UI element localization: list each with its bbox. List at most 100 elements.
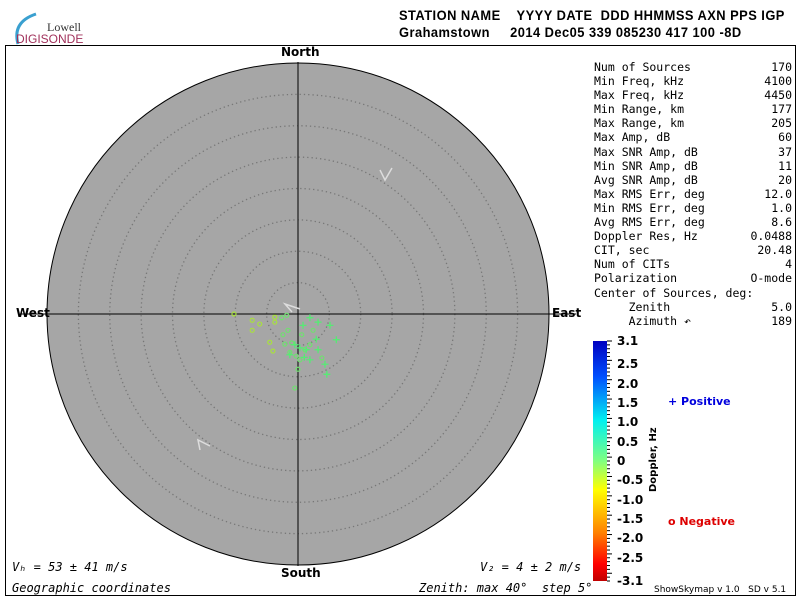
negative-source-point (257, 321, 263, 327)
velocity-arrow (379, 167, 393, 182)
stat-label: Min Range, km (594, 102, 685, 117)
negative-source-point (319, 355, 325, 361)
colorbar-tick-label: -3.1 (617, 574, 644, 588)
stat-value: 1.0 (771, 200, 792, 215)
stat-value: 205 (771, 116, 792, 131)
negative-source-point (249, 327, 255, 333)
stat-row: Max Amp, dB 60 (594, 130, 792, 144)
stat-row: Avg SNR Amp, dB 20 (594, 173, 792, 187)
stat-row: Max Freq, kHz 4450 (594, 88, 792, 102)
stat-label: Max Amp, dB (594, 130, 671, 145)
positive-source-point (326, 321, 334, 329)
negative-source-point (270, 348, 276, 354)
stat-label: Zenith (594, 299, 671, 314)
colorbar-tick-label: -1.5 (617, 512, 644, 527)
positive-source-point (306, 356, 314, 364)
stat-row: Min RMS Err, deg 1.0 (594, 201, 792, 215)
negative-source-point (279, 315, 285, 321)
stat-value: 4100 (764, 74, 792, 89)
stat-label: Max RMS Err, deg (594, 186, 705, 201)
negative-source-point (280, 332, 286, 338)
vh-readout: Vₕ = 53 ± 41 m/s (12, 560, 128, 574)
negative-source-point (249, 317, 255, 323)
positive-source-point (286, 351, 294, 359)
coords-label: Geographic coordinates (12, 581, 171, 595)
positive-source-point (306, 314, 314, 322)
stat-label: Min RMS Err, deg (594, 200, 705, 215)
stat-label: Min SNR Amp, dB (594, 158, 698, 173)
stat-label: Min Freq, kHz (594, 74, 685, 89)
colorbar (593, 341, 607, 581)
stat-value: 8.6 (771, 215, 792, 230)
stat-row: Min Freq, kHz 4100 (594, 74, 792, 88)
stat-row: Num of Sources 170 (594, 60, 792, 74)
stat-value: 20.48 (757, 243, 792, 258)
stat-row: Center of Sources, deg: (594, 286, 792, 300)
stat-label: CIT, sec (594, 243, 650, 258)
stat-row: Max SNR Amp, dB 37 (594, 145, 792, 159)
negative-source-point (297, 357, 303, 363)
colorbar-tick-label: 0.5 (617, 434, 639, 449)
stat-row: Azimuth ↶ 189 (594, 314, 792, 328)
stat-row: Num of CITs 4 (594, 257, 792, 271)
stat-row: Min Range, km 177 (594, 102, 792, 116)
stat-row: Doppler Res, Hz 0.0488 (594, 229, 792, 243)
positive-source-point (321, 360, 329, 368)
stat-label: Avg RMS Err, deg (594, 215, 705, 230)
positive-source-point (302, 346, 310, 354)
plot-frame (5, 45, 796, 596)
positive-source-point (296, 344, 304, 352)
label-east: East (552, 306, 582, 320)
colorbar-tick-label: 2.0 (617, 376, 639, 391)
negative-source-point (282, 341, 288, 347)
negative-source-point (285, 327, 291, 333)
negative-source-point (299, 332, 305, 338)
colorbar-title: Doppler, Hz (648, 427, 659, 492)
stat-label: Max Range, km (594, 116, 685, 131)
zenith-label: Zenith: max 40° step 5° (419, 581, 593, 595)
positive-source-point (323, 370, 331, 378)
header-labels: STATION NAME YYYY DATE DDD HHMMSS AXN PP… (399, 7, 785, 23)
stat-row: Avg RMS Err, deg 8.6 (594, 215, 792, 229)
stat-value: 170 (771, 60, 792, 74)
velocity-arrow (196, 438, 211, 451)
stat-row: Max Range, km 205 (594, 116, 792, 130)
stat-value: 12.0 (764, 186, 792, 201)
negative-source-point (231, 311, 237, 317)
stat-row: Max RMS Err, deg 12.0 (594, 187, 792, 201)
negative-source-point (272, 319, 278, 325)
colorbar-tick-label: 1.0 (617, 415, 639, 430)
velocity-arrow (282, 302, 301, 313)
stat-value: 4 (785, 257, 792, 272)
positive-source-point (312, 335, 320, 343)
stat-value: 5.0 (771, 299, 792, 314)
logo-digisonde: DIGISONDE (16, 32, 84, 46)
stat-value: 177 (771, 102, 792, 117)
stat-label: Num of Sources (594, 60, 691, 74)
negative-source-point (295, 366, 301, 372)
stat-label: Avg SNR Amp, dB (594, 172, 698, 187)
colorbar-tick-label: 3.1 (617, 334, 639, 348)
stat-row: CIT, sec 20.48 (594, 243, 792, 257)
colorbar-tick-label: -1.0 (617, 492, 644, 507)
stat-value: 20 (778, 172, 792, 187)
vz-readout: V₂ = 4 ± 2 m/s (480, 560, 582, 574)
negative-source-point (293, 353, 299, 359)
colorbar-tick-label: 1.5 (617, 395, 639, 410)
digisonde-logo (15, 12, 37, 45)
plus-icon: + (668, 395, 682, 408)
logo-lowell: Lowell (47, 20, 81, 34)
colorbar-tick-label: -0.5 (617, 473, 644, 488)
stat-value: 189 (771, 313, 792, 328)
positive-source-point (300, 353, 308, 361)
stat-label: Center of Sources, deg: (594, 285, 754, 300)
stat-value: 0.0488 (750, 229, 792, 244)
positive-source-point (299, 321, 307, 329)
stat-row: Min SNR Amp, dB 11 (594, 159, 792, 173)
negative-source-point (284, 312, 290, 318)
stat-label: Max SNR Amp, dB (594, 144, 698, 159)
stat-value: 60 (778, 130, 792, 145)
header-values: Grahamstown 2014 Dec05 339 085230 417 10… (399, 24, 742, 40)
negative-source-point (272, 314, 278, 320)
